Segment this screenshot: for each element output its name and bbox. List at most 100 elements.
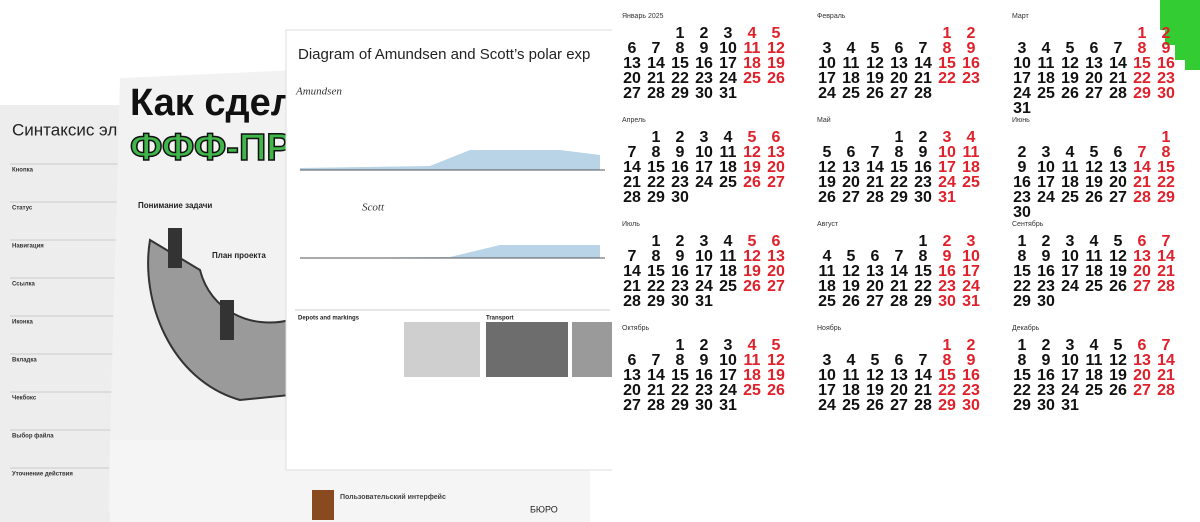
day-number: 21 <box>1109 70 1127 87</box>
day-number: 1 <box>676 337 685 354</box>
day-number: 9 <box>676 248 685 265</box>
day-number: 21 <box>890 278 908 295</box>
day-number: 24 <box>818 85 836 102</box>
day-number: 6 <box>628 40 637 57</box>
day-number: 23 <box>1013 189 1031 206</box>
day-number: 14 <box>623 159 641 176</box>
day-number: 28 <box>647 397 665 414</box>
day-number: 29 <box>647 189 665 206</box>
day-number: 18 <box>1061 174 1079 191</box>
day-number: 15 <box>914 263 932 280</box>
day-number: 7 <box>919 40 928 57</box>
day-number: 26 <box>1109 278 1127 295</box>
day-number: 30 <box>1037 293 1055 310</box>
day-number: 9 <box>1162 40 1171 57</box>
day-number: 16 <box>671 159 689 176</box>
day-number: 19 <box>842 278 860 295</box>
day-number: 16 <box>671 263 689 280</box>
day-number: 15 <box>647 263 665 280</box>
day-number: 25 <box>719 278 737 295</box>
month-name: Май <box>817 116 831 124</box>
day-number: 21 <box>647 382 665 399</box>
day-number: 21 <box>914 70 932 87</box>
day-number: 20 <box>767 263 785 280</box>
day-number: 3 <box>943 129 952 146</box>
day-number: 17 <box>695 263 713 280</box>
day-number: 7 <box>652 40 661 57</box>
day-number: 16 <box>1157 55 1175 72</box>
day-number: 14 <box>914 367 932 384</box>
day-number: 19 <box>743 263 761 280</box>
day-number: 22 <box>671 70 689 87</box>
day-number: 26 <box>1085 189 1103 206</box>
day-number: 21 <box>623 278 641 295</box>
day-number: 2 <box>943 233 952 250</box>
day-number: 21 <box>623 174 641 191</box>
day-number: 16 <box>938 263 956 280</box>
day-number: 10 <box>1037 159 1055 176</box>
day-number: 26 <box>743 278 761 295</box>
day-number: 27 <box>767 278 785 295</box>
day-number: 9 <box>1042 248 1051 265</box>
day-number: 15 <box>647 159 665 176</box>
day-number: 1 <box>919 233 928 250</box>
illustration <box>220 300 234 340</box>
photo <box>404 322 480 377</box>
day-number: 14 <box>914 55 932 72</box>
day-number: 22 <box>890 174 908 191</box>
row-label: Уточнение действия <box>12 471 73 478</box>
day-number: 16 <box>962 367 980 384</box>
day-number: 27 <box>842 189 860 206</box>
day-number: 29 <box>1157 189 1175 206</box>
day-number: 23 <box>914 174 932 191</box>
day-number: 20 <box>890 70 908 87</box>
day-number: 29 <box>1013 293 1031 310</box>
day-number: 13 <box>890 55 908 72</box>
day-number: 13 <box>1085 55 1103 72</box>
day-number: 3 <box>1042 144 1051 161</box>
photo <box>486 322 568 377</box>
day-number: 5 <box>1066 40 1075 57</box>
day-number: 4 <box>1066 144 1075 161</box>
day-number: 20 <box>842 174 860 191</box>
day-number: 25 <box>743 382 761 399</box>
day-number: 30 <box>695 397 713 414</box>
day-number: 22 <box>1133 70 1151 87</box>
day-number: 9 <box>676 144 685 161</box>
day-number: 5 <box>871 352 880 369</box>
row-label: Статус <box>12 206 33 212</box>
day-number: 5 <box>772 25 781 42</box>
day-number: 25 <box>1085 382 1103 399</box>
day-number: 29 <box>1133 85 1151 102</box>
day-number: 4 <box>1090 337 1099 354</box>
day-number: 13 <box>842 159 860 176</box>
track-area <box>300 245 600 258</box>
day-number: 30 <box>962 397 980 414</box>
day-number: 7 <box>628 248 637 265</box>
month-name: Март <box>1012 13 1030 20</box>
day-number: 18 <box>719 263 737 280</box>
day-number: 13 <box>767 144 785 161</box>
day-number: 28 <box>1133 189 1151 206</box>
day-number: 26 <box>866 85 884 102</box>
day-number: 8 <box>652 144 661 161</box>
day-number: 18 <box>1085 263 1103 280</box>
day-number: 31 <box>719 85 737 102</box>
month-name: Июнь <box>1012 117 1030 124</box>
day-number: 20 <box>623 70 641 87</box>
day-number: 31 <box>938 189 956 206</box>
day-number: 7 <box>1114 40 1123 57</box>
corner-pattern <box>1160 0 1200 70</box>
day-number: 8 <box>943 40 952 57</box>
day-number: 21 <box>647 70 665 87</box>
poster-title: ФФФ-ПР <box>130 127 292 169</box>
day-number: 14 <box>1133 159 1151 176</box>
day-number: 3 <box>700 233 709 250</box>
day-number: 12 <box>1109 352 1127 369</box>
day-number: 9 <box>919 144 928 161</box>
day-number: 5 <box>1114 337 1123 354</box>
day-number: 25 <box>1085 278 1103 295</box>
day-number: 30 <box>1037 397 1055 414</box>
day-number: 1 <box>1018 337 1027 354</box>
